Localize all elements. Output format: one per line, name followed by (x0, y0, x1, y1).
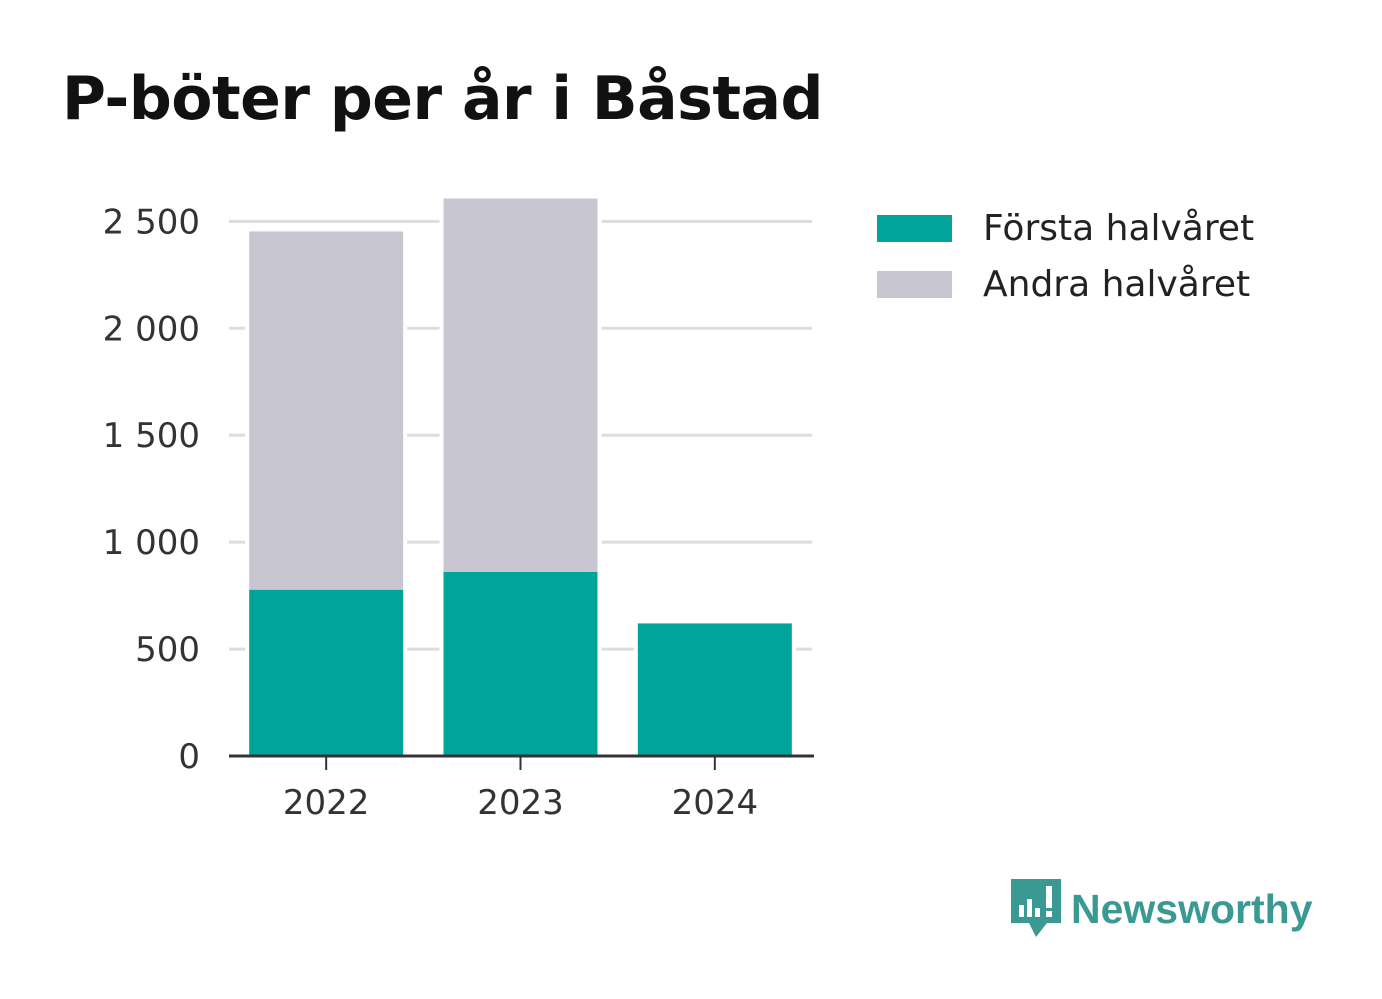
bar-2024-series-0 (637, 623, 792, 756)
legend-label-second-half: Andra halvåret (983, 263, 1251, 305)
axes: 0 500 1 000 1 500 2 000 2 500 2022 2023 2024 (103, 202, 814, 823)
legend-swatch-second-half (877, 270, 952, 298)
y-tick-label: 0 (178, 737, 200, 777)
y-tick-label: 2 500 (103, 202, 200, 242)
legend: Första halvåret Andra halvåret (877, 200, 1254, 312)
brand-label: Newsworthy (1071, 885, 1313, 932)
legend-item-second-half: Andra halvåret (877, 256, 1254, 312)
y-tick-label: 1 000 (103, 523, 200, 563)
speech-bubble-bar-chart-icon (1011, 879, 1061, 937)
y-tick-label: 2 000 (103, 309, 200, 349)
chart-title: P-böter per år i Båstad (62, 64, 823, 134)
x-tick-label: 2022 (283, 783, 370, 823)
legend-label-first-half: Första halvåret (983, 207, 1255, 249)
newsworthy-logo: Newsworthy (1011, 879, 1313, 939)
bar-2022-series-1 (249, 231, 404, 590)
x-tick-label: 2024 (672, 783, 759, 823)
bars (245, 198, 796, 756)
y-tick-label: 1 500 (103, 416, 200, 456)
y-tick-label: 500 (135, 630, 200, 670)
x-tick-label: 2023 (477, 783, 564, 823)
legend-swatch-first-half (877, 214, 952, 242)
bar-2023-series-0 (443, 571, 598, 756)
bar-2023-series-1 (443, 198, 598, 572)
legend-item-first-half: Första halvåret (877, 200, 1254, 256)
bar-2022-series-0 (249, 589, 404, 756)
